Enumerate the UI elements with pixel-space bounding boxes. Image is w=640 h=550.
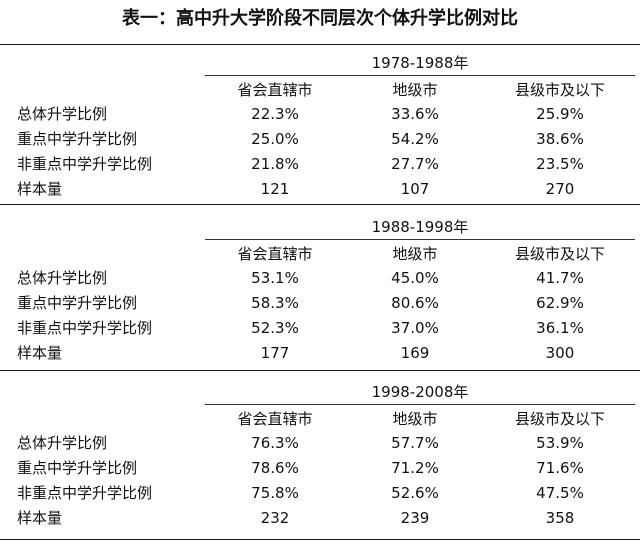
row-label: 总体升学比例 bbox=[17, 105, 108, 123]
table-cell: 21.8% bbox=[251, 155, 299, 173]
column-header-prefecture: 地级市 bbox=[392, 410, 438, 428]
table-cell: 33.6% bbox=[391, 105, 439, 123]
table-cell: 53.1% bbox=[251, 269, 299, 287]
table-cell: 25.0% bbox=[251, 130, 299, 148]
period-rule bbox=[205, 75, 635, 76]
table-cell: 300 bbox=[545, 344, 575, 362]
table-cell: 239 bbox=[400, 509, 430, 527]
row-label: 重点中学升学比例 bbox=[17, 459, 138, 477]
table-row: 样本量 177 169 300 bbox=[0, 341, 640, 365]
row-label: 非重点中学升学比例 bbox=[17, 484, 153, 502]
table-cell: 54.2% bbox=[391, 130, 439, 148]
table-row: 总体升学比例 76.3% 57.7% 53.9% bbox=[0, 431, 640, 455]
row-label: 非重点中学升学比例 bbox=[17, 319, 153, 337]
table-row: 总体升学比例 53.1% 45.0% 41.7% bbox=[0, 266, 640, 290]
table-row: 总体升学比例 22.3% 33.6% 25.9% bbox=[0, 102, 640, 126]
table-cell: 62.9% bbox=[536, 294, 584, 312]
table-cell: 107 bbox=[400, 180, 430, 198]
table-cell: 76.3% bbox=[251, 434, 299, 452]
table-cell: 71.6% bbox=[536, 459, 584, 477]
bottom-rule bbox=[0, 539, 640, 540]
table-cell: 78.6% bbox=[251, 459, 299, 477]
section-1978-1988: 1978-1988年 省会直辖市 地级市 县级市及以下 总体升学比例 22.3%… bbox=[0, 52, 640, 212]
period-heading: 1998-2008年 bbox=[371, 383, 469, 401]
table-row: 样本量 121 107 270 bbox=[0, 177, 640, 201]
table-cell: 177 bbox=[260, 344, 290, 362]
table-row: 样本量 232 239 358 bbox=[0, 506, 640, 530]
table-cell: 58.3% bbox=[251, 294, 299, 312]
table-cell: 36.1% bbox=[536, 319, 584, 337]
top-rule bbox=[0, 44, 640, 45]
period-heading: 1978-1988年 bbox=[371, 54, 469, 72]
table-row: 非重点中学升学比例 52.3% 37.0% 36.1% bbox=[0, 316, 640, 340]
table-row: 重点中学升学比例 25.0% 54.2% 38.6% bbox=[0, 127, 640, 151]
table-cell: 71.2% bbox=[391, 459, 439, 477]
table-cell: 22.3% bbox=[251, 105, 299, 123]
row-label: 重点中学升学比例 bbox=[17, 130, 138, 148]
section-divider bbox=[0, 370, 640, 371]
table-cell: 232 bbox=[260, 509, 290, 527]
row-label: 样本量 bbox=[17, 180, 63, 198]
table-title: 表一：高中升大学阶段不同层次个体升学比例对比 bbox=[122, 8, 518, 29]
table-cell: 45.0% bbox=[391, 269, 439, 287]
row-label: 非重点中学升学比例 bbox=[17, 155, 153, 173]
table-cell: 52.6% bbox=[391, 484, 439, 502]
table-cell: 37.0% bbox=[391, 319, 439, 337]
column-header-prefecture: 地级市 bbox=[392, 245, 438, 263]
table-cell: 41.7% bbox=[536, 269, 584, 287]
table-row: 重点中学升学比例 78.6% 71.2% 71.6% bbox=[0, 456, 640, 480]
column-header-provincial: 省会直辖市 bbox=[237, 245, 313, 263]
table-cell: 57.7% bbox=[391, 434, 439, 452]
section-divider bbox=[0, 204, 640, 205]
period-rule bbox=[205, 404, 635, 405]
table-cell: 38.6% bbox=[536, 130, 584, 148]
table-cell: 27.7% bbox=[391, 155, 439, 173]
period-heading: 1988-1998年 bbox=[371, 218, 469, 236]
table-cell: 169 bbox=[400, 344, 430, 362]
table-row: 非重点中学升学比例 75.8% 52.6% 47.5% bbox=[0, 481, 640, 505]
row-label: 重点中学升学比例 bbox=[17, 294, 138, 312]
row-label: 总体升学比例 bbox=[17, 434, 108, 452]
column-header-county: 县级市及以下 bbox=[514, 245, 605, 263]
column-header-prefecture: 地级市 bbox=[392, 81, 438, 99]
row-label: 总体升学比例 bbox=[17, 269, 108, 287]
table-cell: 121 bbox=[260, 180, 290, 198]
table-cell: 358 bbox=[545, 509, 575, 527]
table-row: 非重点中学升学比例 21.8% 27.7% 23.5% bbox=[0, 152, 640, 176]
table-cell: 80.6% bbox=[391, 294, 439, 312]
column-header-county: 县级市及以下 bbox=[514, 410, 605, 428]
column-header-county: 县级市及以下 bbox=[514, 81, 605, 99]
section-1988-1998: 1988-1998年 省会直辖市 地级市 县级市及以下 总体升学比例 53.1%… bbox=[0, 216, 640, 376]
period-rule bbox=[205, 239, 635, 240]
table-cell: 47.5% bbox=[536, 484, 584, 502]
section-1998-2008: 1998-2008年 省会直辖市 地级市 县级市及以下 总体升学比例 76.3%… bbox=[0, 381, 640, 541]
table-cell: 270 bbox=[545, 180, 575, 198]
table-cell: 25.9% bbox=[536, 105, 584, 123]
table-cell: 75.8% bbox=[251, 484, 299, 502]
row-label: 样本量 bbox=[17, 344, 63, 362]
table-row: 重点中学升学比例 58.3% 80.6% 62.9% bbox=[0, 291, 640, 315]
table-cell: 52.3% bbox=[251, 319, 299, 337]
column-header-provincial: 省会直辖市 bbox=[237, 81, 313, 99]
table-cell: 53.9% bbox=[536, 434, 584, 452]
table-cell: 23.5% bbox=[536, 155, 584, 173]
column-header-provincial: 省会直辖市 bbox=[237, 410, 313, 428]
row-label: 样本量 bbox=[17, 509, 63, 527]
